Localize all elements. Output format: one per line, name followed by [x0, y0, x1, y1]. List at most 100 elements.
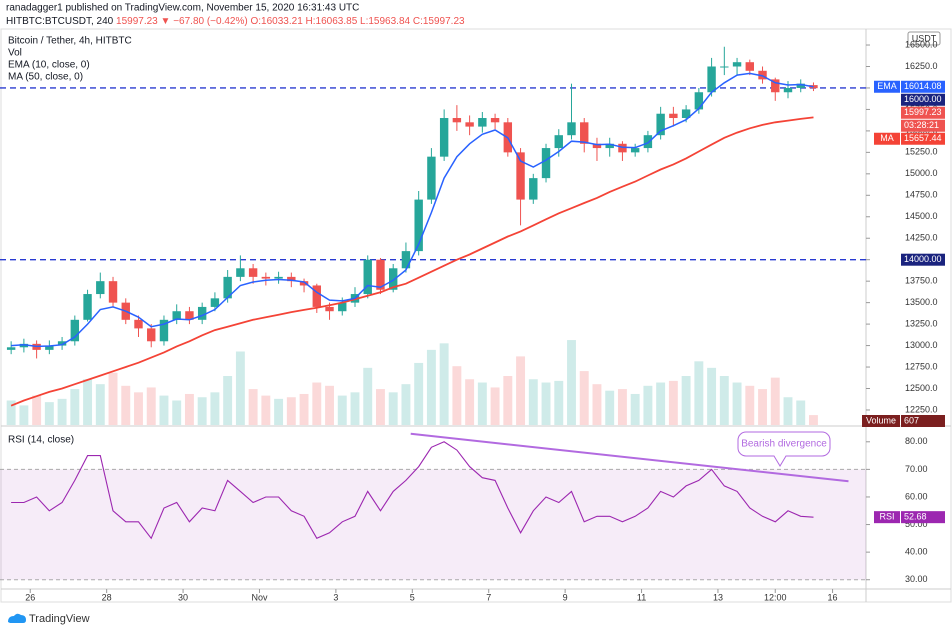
volume-bar	[172, 400, 182, 425]
hline-label-value-box	[901, 93, 945, 106]
candle-body	[618, 143, 627, 153]
candle-body	[745, 62, 754, 71]
candle-body	[771, 79, 780, 93]
hline-label-value: 16000.00	[904, 94, 942, 104]
candle-body	[401, 251, 411, 269]
y-tick-label: 14250.0	[905, 233, 938, 243]
volume-bar	[758, 389, 767, 425]
candle-body	[134, 319, 143, 329]
volume-bar	[274, 398, 284, 425]
candle-body	[796, 83, 805, 88]
candle-body	[261, 276, 271, 279]
candle-body	[669, 113, 678, 119]
volume-bar	[668, 380, 678, 425]
footer-brand: TradingView	[29, 613, 90, 625]
candle-body	[643, 135, 653, 149]
y-tick-label: 14500.0	[905, 211, 938, 221]
volume-bar	[146, 387, 156, 425]
candle-body	[465, 122, 474, 127]
volume-bar	[541, 382, 551, 425]
volume-bar	[32, 395, 42, 425]
rsi-trendline	[410, 432, 849, 483]
y-tick-label: 13000.0	[905, 340, 938, 350]
last-price: 15997.23	[116, 16, 158, 27]
rsi-y-tick-label: 70.00	[905, 464, 928, 474]
volume-bar	[643, 385, 653, 425]
volume-bar	[503, 376, 513, 425]
logo-icon	[8, 613, 26, 623]
candle-body	[541, 148, 551, 179]
candle-body	[439, 118, 449, 157]
ma-line	[10, 116, 814, 407]
candle-body	[147, 328, 156, 342]
candle-body	[6, 347, 16, 350]
x-tick-label: 28	[102, 592, 112, 602]
rsi-title: RSI (14, close)	[8, 435, 74, 446]
hline-label-value: 14000.00	[904, 254, 942, 264]
candle-body	[414, 199, 423, 252]
candle-body	[325, 306, 334, 312]
volume-bar	[592, 384, 602, 425]
ohlc: O:16033.21 H:16063.85 L:15963.84 C:15997…	[251, 16, 466, 27]
symbol: HITBTC:BTCUSDT, 240	[6, 16, 114, 27]
close-label-value: 15997.23	[904, 107, 942, 117]
y-tick-label: 13250.0	[905, 318, 938, 328]
candle-body	[783, 87, 793, 93]
legend-item: MA (50, close, 0)	[8, 72, 83, 83]
volume-bar	[414, 362, 424, 425]
volume-bar	[630, 393, 640, 425]
candle-body	[707, 66, 716, 93]
countdown-label-value-box	[901, 119, 945, 132]
ema-label-value: 16014.08	[904, 81, 942, 91]
y-tick-label: 16500.0	[905, 39, 938, 49]
candle-body	[363, 259, 372, 295]
volume-bar	[617, 389, 627, 425]
candle-body	[108, 281, 118, 303]
candle-body	[185, 311, 194, 320]
volume-bar	[783, 397, 793, 425]
annotation: Bearish divergence	[741, 439, 827, 450]
volume-bar	[70, 389, 80, 425]
rsi-y-tick-label: 40.00	[905, 547, 928, 557]
y-tick-label: 15250.0	[905, 147, 938, 157]
x-tick-label: 9	[563, 592, 568, 602]
candle-body	[732, 62, 742, 67]
candle-body	[630, 148, 640, 153]
candle-body	[758, 70, 767, 80]
y-tick-label: 14750.0	[905, 190, 938, 200]
volume-bar	[108, 372, 118, 425]
candle-body	[338, 302, 347, 312]
y-tick-label: 13750.0	[905, 276, 938, 286]
candle-body	[490, 118, 500, 123]
volume-bar	[796, 400, 806, 425]
candle-body	[516, 152, 525, 200]
volume-bar	[656, 382, 666, 425]
ema-label-tag: EMA	[877, 81, 897, 91]
byline: ranadagger1 published on TradingView.com…	[6, 3, 359, 14]
x-tick-label: 12:00	[764, 592, 787, 602]
candle-body	[274, 276, 283, 279]
candle-body	[554, 135, 563, 149]
volume-bar	[121, 385, 131, 425]
volume-bar	[159, 395, 169, 425]
volume-bar	[197, 397, 207, 425]
rsi-y-tick-label: 80.00	[905, 436, 928, 446]
candle-body	[720, 66, 729, 68]
volume-bar	[401, 384, 411, 425]
candle-body	[172, 311, 181, 320]
hline-label-value-box	[901, 253, 945, 266]
volume-bar	[809, 415, 818, 425]
volume-bar	[6, 400, 16, 425]
candle-body	[580, 122, 589, 144]
volume-bar	[770, 377, 780, 425]
x-tick-label: 11	[637, 592, 646, 602]
candle-body	[236, 268, 245, 277]
rsi-label-value: 52.68	[904, 512, 927, 522]
rsi-label-tag: RSI	[879, 512, 894, 522]
rsi-label-tag-box	[874, 511, 900, 524]
y-tick-label: 15000.0	[905, 168, 938, 178]
volume-bar	[363, 367, 373, 425]
volume-bar	[312, 382, 322, 425]
